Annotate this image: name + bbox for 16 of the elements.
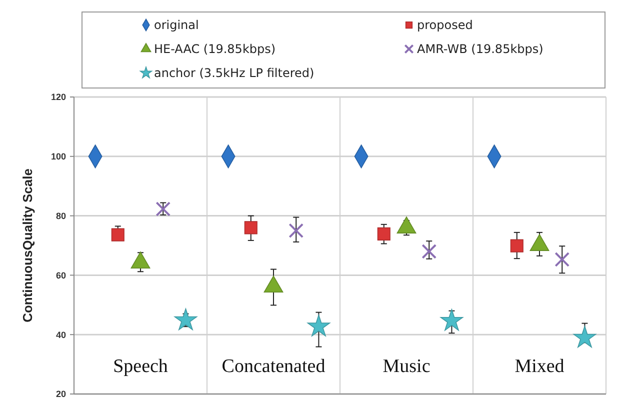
x-tick-label: Concatenated — [222, 356, 326, 377]
y-tick-label: 40 — [56, 330, 66, 340]
y-axis-title: ContinuousQuality Scale — [20, 168, 35, 322]
legend-label: anchor (3.5kHz LP filtered) — [154, 66, 314, 80]
y-tick-label: 120 — [50, 92, 66, 102]
y-tick-label: 20 — [56, 389, 66, 400]
legend-label: HE-AAC (19.85kbps) — [154, 42, 276, 56]
y-tick-label: 100 — [50, 152, 66, 162]
legend-label: AMR-WB (19.85kbps) — [417, 42, 544, 56]
x-tick-label: Speech — [113, 356, 168, 377]
legend-label: proposed — [417, 18, 473, 32]
y-tick-label: 60 — [56, 270, 66, 280]
y-tick-label: 80 — [56, 210, 66, 221]
x-tick-label: Music — [382, 356, 430, 377]
x-tick-label: Mixed — [514, 356, 565, 377]
legend-label: original — [154, 18, 199, 32]
